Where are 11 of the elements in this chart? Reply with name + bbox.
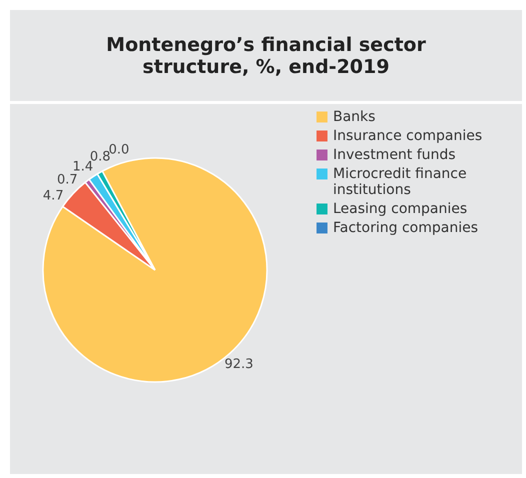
legend-label: Investment funds <box>333 147 456 163</box>
legend-label: Factoring companies <box>333 220 478 236</box>
chart-title: Montenegro’s financial sector structure, %, end-2019 <box>10 10 522 104</box>
legend-label: Leasing companies <box>333 201 468 217</box>
legend-label: Banks <box>333 109 376 125</box>
text: 0.0 <box>108 142 130 158</box>
data-label: 4.7 <box>42 188 64 204</box>
legend-label: Microcredit finance institutions <box>333 166 467 198</box>
data-label: 92.3 <box>224 356 254 372</box>
legend-label: Insurance companies <box>333 128 482 144</box>
data-label: 0.7 <box>56 172 78 188</box>
